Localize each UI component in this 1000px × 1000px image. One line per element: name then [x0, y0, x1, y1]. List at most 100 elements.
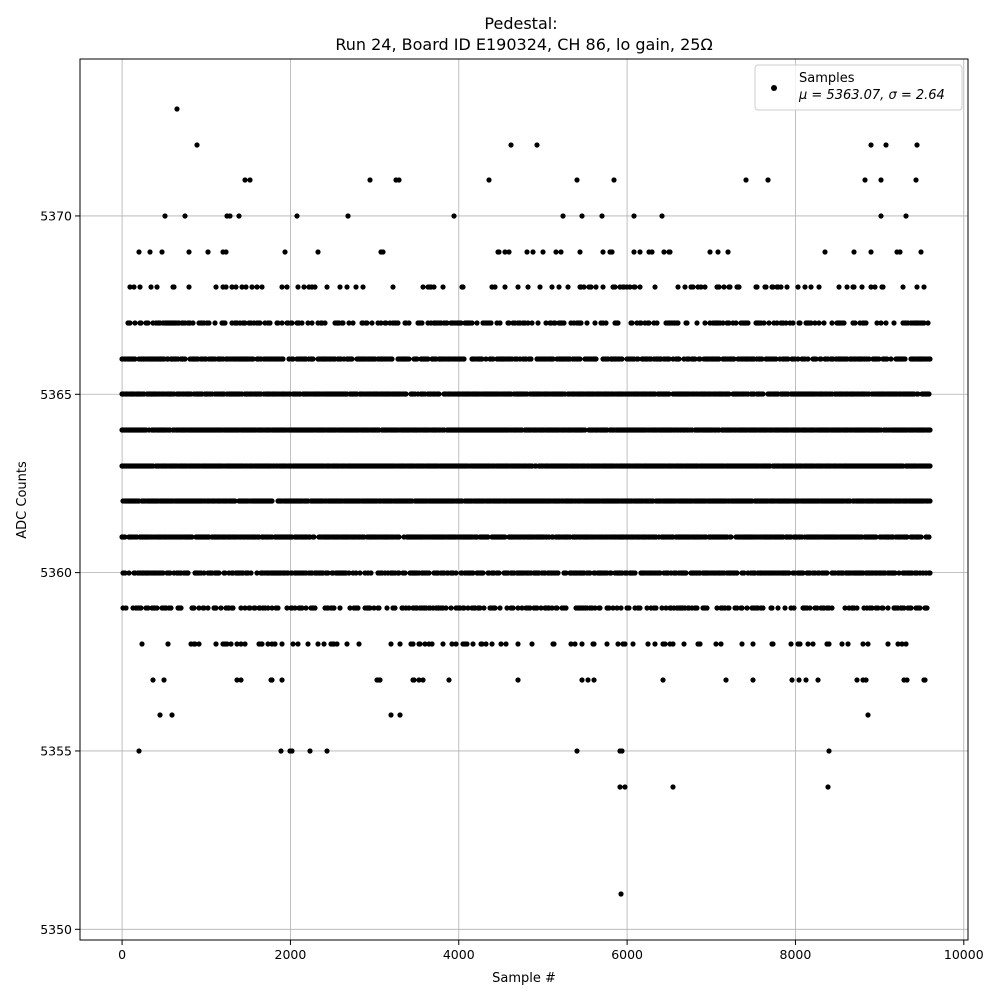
sample-point	[406, 356, 412, 362]
sample-point	[224, 641, 230, 647]
sample-point	[657, 570, 663, 576]
sample-point	[637, 284, 643, 290]
sample-point	[852, 320, 858, 326]
sample-point	[137, 284, 143, 290]
sample-point	[429, 641, 435, 647]
sample-point	[345, 213, 351, 219]
sample-point	[860, 641, 866, 647]
sample-point	[469, 320, 475, 326]
sample-point	[608, 570, 614, 576]
sample-point	[652, 641, 658, 647]
sample-point	[431, 284, 437, 290]
sample-point	[760, 605, 766, 611]
sample-point	[406, 320, 412, 326]
sample-point	[249, 284, 255, 290]
sample-point	[788, 641, 794, 647]
sample-point	[865, 712, 871, 718]
sample-point	[714, 605, 720, 611]
sample-point	[162, 213, 168, 219]
sample-point	[796, 677, 802, 683]
sample-point	[397, 712, 403, 718]
sample-point	[161, 677, 167, 683]
sample-point	[577, 249, 583, 255]
sample-point	[584, 320, 590, 326]
sample-point	[891, 320, 897, 326]
sample-point	[880, 284, 886, 290]
sample-point	[615, 320, 621, 326]
sample-point	[510, 605, 516, 611]
sample-point	[814, 605, 820, 611]
sample-point	[851, 249, 857, 255]
sample-point	[716, 284, 722, 290]
sample-point	[859, 284, 865, 290]
sample-point	[880, 605, 886, 611]
sample-point	[515, 605, 521, 611]
sample-point	[824, 570, 830, 576]
sample-point	[556, 284, 562, 290]
sample-point	[212, 320, 218, 326]
sample-point	[626, 605, 632, 611]
sample-point	[725, 249, 731, 255]
sample-point	[750, 641, 756, 647]
sample-point	[869, 605, 875, 611]
sample-point	[550, 356, 556, 362]
sample-point	[759, 356, 765, 362]
sample-point	[659, 213, 665, 219]
sample-point	[515, 641, 521, 647]
sample-point	[242, 320, 248, 326]
sample-point	[205, 605, 211, 611]
sample-point	[309, 320, 315, 326]
sample-point	[189, 534, 195, 540]
sample-point	[854, 605, 860, 611]
sample-point	[470, 570, 476, 576]
sample-point	[600, 249, 606, 255]
sample-point	[132, 320, 138, 326]
sample-point	[392, 605, 398, 611]
sample-point	[694, 605, 700, 611]
sample-point	[529, 641, 535, 647]
sample-point	[795, 356, 801, 362]
sample-point	[538, 605, 544, 611]
sample-point	[145, 320, 151, 326]
sample-point	[259, 641, 265, 647]
sample-point	[702, 284, 708, 290]
sample-point	[138, 605, 144, 611]
sample-point	[282, 249, 288, 255]
sample-point	[380, 249, 386, 255]
sample-point	[552, 320, 558, 326]
sample-point	[310, 356, 316, 362]
sample-point	[638, 320, 644, 326]
sample-point	[627, 284, 633, 290]
sample-point	[138, 320, 144, 326]
sample-point	[168, 605, 174, 611]
sample-point	[603, 320, 609, 326]
sample-point	[591, 641, 597, 647]
sample-point	[132, 356, 138, 362]
sample-point	[243, 284, 249, 290]
sample-point	[815, 677, 821, 683]
sample-point	[684, 320, 690, 326]
sample-point	[582, 427, 588, 433]
sample-point	[637, 249, 643, 255]
sample-point	[676, 356, 682, 362]
sample-point	[563, 570, 569, 576]
sample-point	[451, 213, 457, 219]
sample-point	[350, 320, 356, 326]
sample-point	[587, 570, 593, 576]
sample-point	[196, 605, 202, 611]
sample-point	[388, 712, 394, 718]
sample-point	[239, 284, 245, 290]
sample-point	[632, 570, 638, 576]
sample-point	[588, 284, 594, 290]
sample-point	[727, 284, 733, 290]
sample-point	[154, 605, 160, 611]
sample-point	[579, 677, 585, 683]
sample-point	[558, 249, 564, 255]
sample-point	[222, 320, 228, 326]
sample-point	[578, 320, 584, 326]
sample-point	[842, 605, 848, 611]
sample-point	[315, 641, 321, 647]
sample-point	[775, 605, 781, 611]
sample-point	[417, 641, 423, 647]
sample-point	[599, 213, 605, 219]
